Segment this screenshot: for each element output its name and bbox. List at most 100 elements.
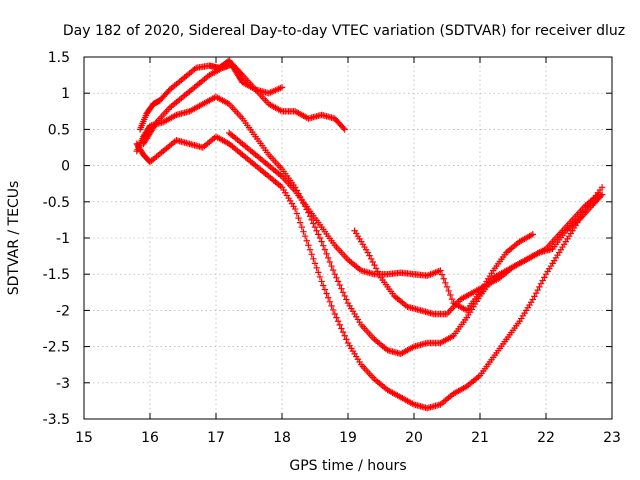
data-point [318, 238, 325, 245]
data-point [320, 242, 327, 249]
data-point [293, 210, 301, 217]
chart-title: Day 182 of 2020, Sidereal Day-to-day VTE… [63, 23, 625, 39]
y-tick-label: 1 [61, 86, 70, 102]
data-point [341, 332, 348, 339]
data-point [331, 271, 338, 278]
data-point [440, 275, 447, 282]
data-point [328, 262, 335, 270]
data-point [321, 246, 329, 253]
data-point [329, 266, 337, 274]
data-point [278, 84, 286, 91]
x-tick-label: 18 [273, 430, 291, 446]
x-tick-label: 19 [339, 430, 357, 446]
data-point [323, 250, 330, 258]
data-point [445, 287, 452, 295]
y-tick-label: 1.5 [48, 50, 70, 66]
data-point [316, 234, 324, 242]
y-tick-label: -1 [56, 231, 70, 247]
data-point [442, 279, 449, 286]
data-point [343, 296, 350, 303]
data-point [336, 321, 343, 329]
data-point [326, 298, 334, 306]
data-point [308, 251, 315, 258]
data-point [331, 310, 338, 318]
x-tick-label: 22 [537, 430, 555, 446]
data-point [447, 291, 454, 299]
y-tick-labels: -3.5 -3 -2.5 -2 -1.5 -1 -0.5 0 0.5 1 1.5 [43, 50, 70, 428]
data-point [237, 70, 245, 77]
data-point [529, 231, 536, 238]
x-tick-labels: 15 16 17 18 19 20 21 22 23 [75, 430, 621, 446]
y-tick-label: -1.5 [43, 267, 70, 283]
data-point [315, 231, 322, 238]
data-point [343, 336, 350, 343]
x-tick-label: 17 [207, 430, 225, 446]
data-point [321, 286, 329, 293]
data-point [298, 223, 305, 231]
data-point [326, 258, 334, 266]
data-point [311, 260, 319, 267]
x-tick-label: 20 [405, 430, 423, 446]
x-tick-label: 15 [75, 430, 93, 446]
data-point [443, 283, 451, 291]
data-point [598, 191, 606, 198]
data-point [334, 278, 342, 285]
x-tick-label: 21 [471, 430, 489, 446]
data-point [295, 214, 302, 222]
data-point [311, 223, 319, 231]
data-point [310, 220, 317, 227]
data-point [305, 242, 312, 249]
data-point [300, 228, 307, 235]
series-track-4 [133, 93, 602, 358]
y-tick-label: -0.5 [43, 195, 70, 211]
data-point [338, 325, 345, 332]
series-track-6 [351, 191, 606, 318]
data-point [303, 237, 310, 244]
x-tick-label: 23 [603, 430, 621, 446]
data-point [313, 264, 320, 272]
data-point [316, 273, 324, 281]
data-point [437, 267, 444, 274]
data-point [313, 227, 320, 234]
series-track-2 [140, 61, 348, 148]
x-axis-label: GPS time / hours [289, 458, 406, 474]
series-track-5 [226, 129, 536, 314]
data-point [333, 314, 340, 321]
plot-frame [83, 56, 613, 420]
y-tick-label: -2 [56, 303, 70, 319]
data-point [438, 271, 446, 278]
data-point [340, 124, 347, 132]
data-point [301, 232, 309, 240]
y-tick-label: 0 [61, 159, 70, 175]
data-point [315, 269, 322, 276]
y-tick-label: -3 [56, 376, 70, 392]
grid [84, 57, 612, 419]
y-tick-label: -2.5 [43, 340, 70, 356]
data-point [341, 292, 348, 300]
data-point [328, 302, 335, 310]
data-point [339, 328, 347, 336]
data-point [310, 255, 317, 263]
y-tick-label: -3.5 [43, 412, 70, 428]
data-point [598, 184, 606, 191]
data-point [325, 254, 332, 262]
data-point [318, 278, 325, 285]
data-point [334, 318, 342, 325]
data-point [597, 192, 605, 200]
data-point [320, 282, 327, 289]
data-markers [133, 57, 606, 412]
data-point [325, 294, 332, 301]
x-tick-label: 16 [141, 430, 159, 446]
y-axis-label: SDTVAR / TECUs [6, 181, 22, 296]
data-point [341, 126, 348, 133]
data-point [333, 274, 340, 282]
data-point [323, 290, 330, 297]
y-tick-label: 0.5 [48, 122, 70, 138]
data-point [448, 295, 456, 303]
data-point [339, 289, 347, 296]
data-point [292, 205, 299, 213]
data-point [338, 285, 345, 292]
data-point [329, 306, 337, 314]
data-point [306, 246, 314, 253]
